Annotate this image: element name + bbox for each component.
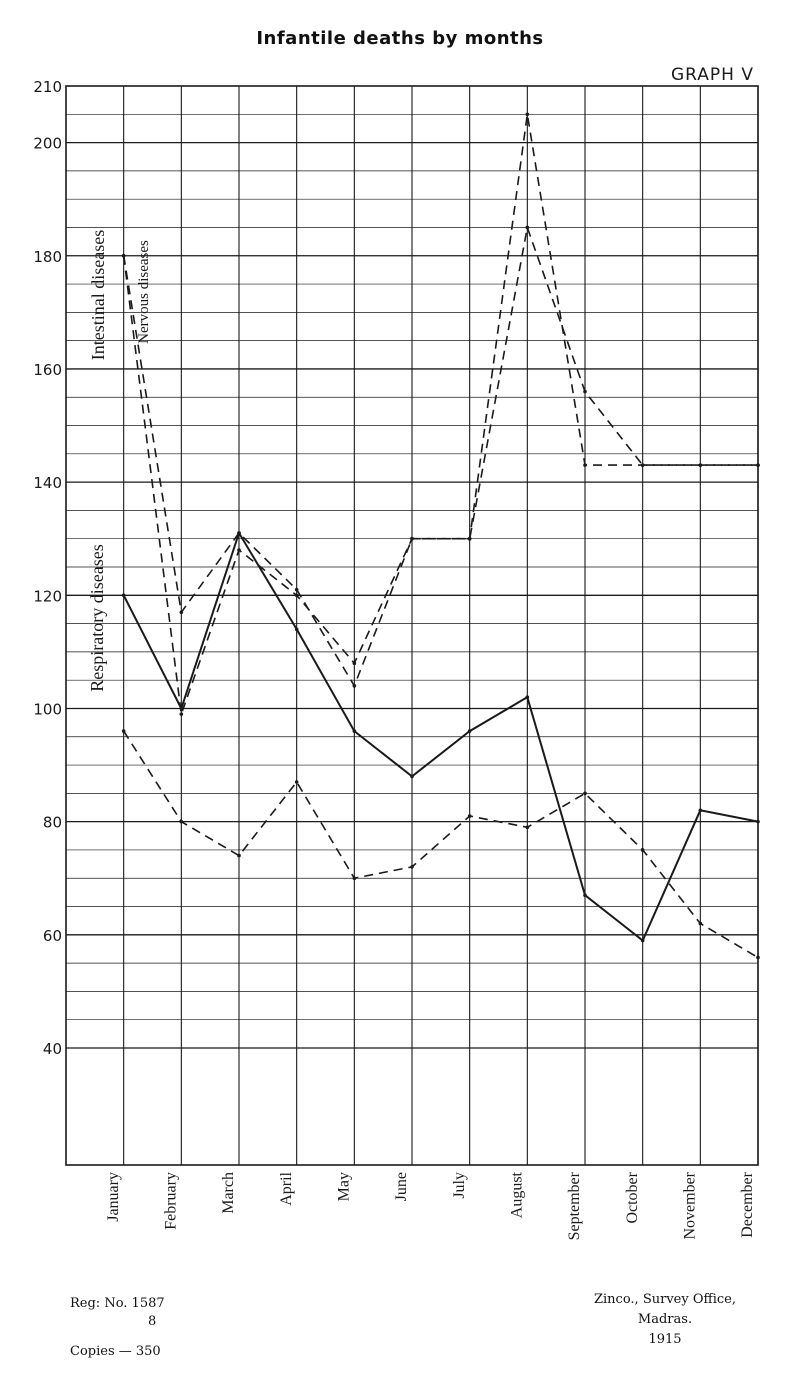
series-point-2 <box>121 593 126 598</box>
x-tick-label: November <box>682 1171 699 1239</box>
x-tick-label: April <box>278 1171 295 1205</box>
series-point-2 <box>583 893 587 898</box>
x-tick-label: December <box>739 1171 756 1237</box>
x-tick-label: October <box>624 1171 641 1223</box>
chart: 40 60 80 100 120 140 160 180 200 210 GRAPH V Januar… <box>33 65 760 1240</box>
x-tick-label: May <box>336 1172 353 1201</box>
series-point-3 <box>583 791 587 796</box>
series-point-3 <box>352 876 357 881</box>
series-point-1 <box>121 253 126 258</box>
series-point-1 <box>179 610 184 615</box>
series-label: Intestinal diseases <box>88 230 108 360</box>
series-point-1 <box>583 389 587 394</box>
series-point-3 <box>179 819 184 824</box>
series-point-3 <box>640 848 645 852</box>
reg-sub: 8 <box>148 1314 157 1329</box>
series-label: Respiratory diseases <box>87 544 107 691</box>
copies: Copies — 350 <box>70 1344 161 1359</box>
series-point-1 <box>698 463 703 467</box>
series-point-3 <box>294 780 299 784</box>
series-point-3 <box>698 921 703 926</box>
series-point-1 <box>525 225 530 230</box>
y-tick-label: 60 <box>43 927 62 945</box>
x-tick-label: June <box>393 1172 410 1201</box>
y-tick-label: 80 <box>43 814 62 832</box>
series-label: Nervous diseases <box>136 240 152 344</box>
printer: Zinco., Survey Office, Madras. <box>593 1292 736 1327</box>
series-point-2 <box>179 706 184 711</box>
series-point-1 <box>294 587 299 592</box>
x-tick-label: March <box>220 1172 237 1214</box>
y-tick-label: 160 <box>33 361 62 379</box>
year: 1915 <box>648 1332 682 1347</box>
series-point-1 <box>410 536 414 541</box>
footer-reg: Reg: No. 1587 8 Copies — 350 <box>70 1295 165 1361</box>
series-point-1 <box>467 536 472 541</box>
y-tick-label: 100 <box>33 700 62 718</box>
series-point-0 <box>525 112 530 117</box>
series-point-2 <box>698 808 703 813</box>
series-point-2 <box>410 774 414 779</box>
series-point-2 <box>756 819 760 824</box>
y-tick-label: 140 <box>33 474 62 492</box>
graph-label: GRAPH V <box>671 65 754 85</box>
series-point-2 <box>467 729 472 733</box>
series-point-1 <box>756 463 760 467</box>
series-point-2 <box>294 627 299 632</box>
series-point-2 <box>352 729 357 733</box>
series-point-3 <box>410 865 414 869</box>
y-tick-label: 40 <box>43 1040 62 1058</box>
series-point-0 <box>179 712 184 716</box>
series-point-1 <box>352 684 357 688</box>
x-tick-label: August <box>509 1171 526 1218</box>
series-point-2 <box>237 531 241 535</box>
series-point-2 <box>640 938 645 943</box>
series-point-0 <box>294 593 299 598</box>
series-line-2 <box>122 530 759 943</box>
y-tick-label: 200 <box>33 135 62 153</box>
series-line-0 <box>122 114 758 715</box>
series-line-1 <box>122 224 758 688</box>
y-tick-label: 120 <box>33 587 62 605</box>
series-point-3 <box>525 825 530 830</box>
series-point-3 <box>237 853 241 858</box>
series-point-0 <box>352 661 357 665</box>
series-point-0 <box>237 548 241 552</box>
series-point-3 <box>756 955 760 960</box>
series-point-2 <box>525 695 530 699</box>
x-tick-label: February <box>163 1172 180 1230</box>
y-tick-label: 180 <box>33 248 62 266</box>
series-point-3 <box>467 814 472 818</box>
footer-printer: Zinco., Survey Office, Madras. 1915 <box>565 1290 765 1350</box>
series-line-3 <box>123 730 759 959</box>
x-tick-label: September <box>566 1171 583 1240</box>
series-point-3 <box>121 729 126 733</box>
reg-number: Reg: No. 1587 <box>70 1296 165 1311</box>
y-tick-label: 210 <box>33 78 62 96</box>
series-point-1 <box>640 463 645 467</box>
series-point-0 <box>583 463 587 467</box>
x-tick-label: January <box>105 1172 122 1222</box>
x-tick-label: July <box>451 1172 468 1199</box>
page-title: Infantile deaths by months <box>256 28 544 49</box>
